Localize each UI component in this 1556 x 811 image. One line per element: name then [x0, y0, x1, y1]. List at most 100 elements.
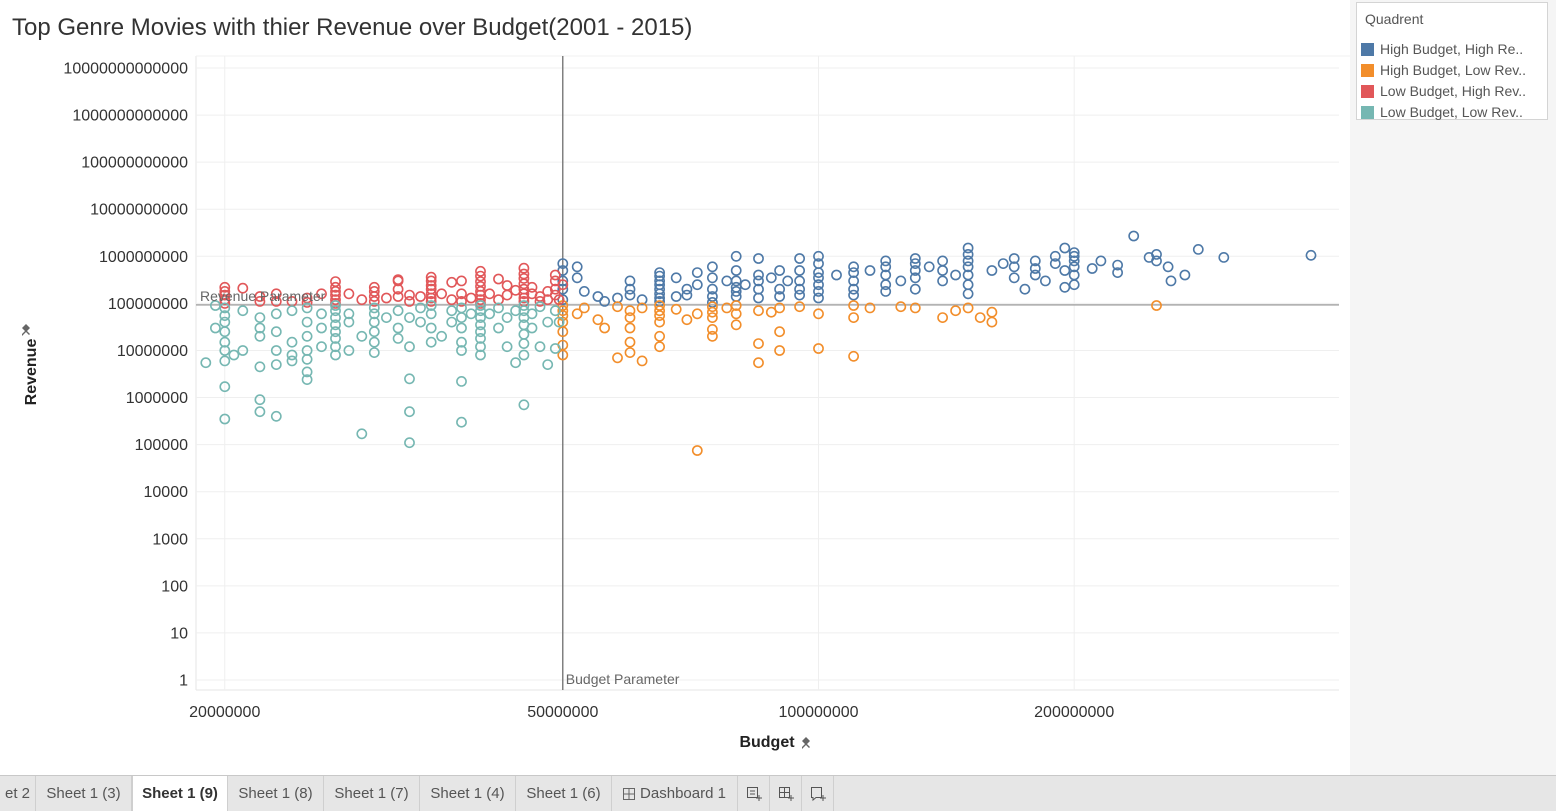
data-point-low-budget-low-revenue[interactable]: [518, 328, 530, 340]
data-point-low-budget-low-revenue[interactable]: [356, 428, 368, 440]
data-point-low-budget-low-revenue[interactable]: [286, 355, 298, 367]
data-point-high-budget-high-revenue[interactable]: [571, 261, 583, 273]
data-point-high-budget-high-revenue[interactable]: [1218, 251, 1230, 263]
data-point-high-budget-high-revenue[interactable]: [1008, 261, 1020, 273]
data-point-low-budget-low-revenue[interactable]: [301, 374, 313, 385]
data-point-low-budget-high-revenue[interactable]: [392, 275, 404, 287]
data-point-low-budget-high-revenue[interactable]: [518, 262, 530, 274]
data-point-high-budget-high-revenue[interactable]: [1095, 255, 1107, 267]
data-point-high-budget-high-revenue[interactable]: [721, 275, 733, 287]
data-point-low-budget-low-revenue[interactable]: [465, 308, 477, 320]
tab-sheet-1-4[interactable]: Sheet 1 (4): [420, 776, 516, 811]
data-point-low-budget-low-revenue[interactable]: [510, 357, 521, 369]
data-point-high-budget-high-revenue[interactable]: [923, 261, 935, 273]
data-point-high-budget-high-revenue[interactable]: [848, 289, 859, 301]
data-point-high-budget-high-revenue[interactable]: [691, 279, 703, 291]
data-point-low-budget-low-revenue[interactable]: [456, 345, 467, 356]
data-point-low-budget-low-revenue[interactable]: [518, 349, 530, 361]
data-point-high-budget-low-revenue[interactable]: [848, 350, 859, 362]
data-point-high-budget-high-revenue[interactable]: [624, 275, 636, 287]
data-point-low-budget-low-revenue[interactable]: [404, 406, 415, 418]
data-point-high-budget-low-revenue[interactable]: [730, 300, 742, 311]
data-point-low-budget-low-revenue[interactable]: [415, 316, 426, 328]
data-point-high-budget-high-revenue[interactable]: [1059, 265, 1071, 276]
data-point-low-budget-low-revenue[interactable]: [219, 381, 231, 393]
data-point-low-budget-low-revenue[interactable]: [219, 336, 231, 348]
data-point-high-budget-high-revenue[interactable]: [670, 272, 682, 284]
data-point-high-budget-high-revenue[interactable]: [813, 292, 824, 304]
data-point-high-budget-high-revenue[interactable]: [831, 269, 842, 281]
data-point-high-budget-high-revenue[interactable]: [909, 283, 921, 295]
data-point-high-budget-high-revenue[interactable]: [794, 275, 805, 287]
data-point-high-budget-high-revenue[interactable]: [895, 275, 907, 287]
data-point-high-budget-low-revenue[interactable]: [599, 322, 610, 334]
data-point-high-budget-high-revenue[interactable]: [1029, 255, 1041, 267]
data-point-low-budget-low-revenue[interactable]: [425, 300, 437, 311]
data-point-low-budget-low-revenue[interactable]: [286, 349, 298, 361]
data-point-low-budget-low-revenue[interactable]: [475, 326, 486, 338]
data-point-low-budget-high-revenue[interactable]: [254, 295, 266, 307]
data-point-low-budget-low-revenue[interactable]: [475, 332, 486, 344]
data-point-low-budget-high-revenue[interactable]: [219, 289, 231, 301]
data-point-high-budget-low-revenue[interactable]: [813, 308, 824, 320]
data-point-high-budget-low-revenue[interactable]: [654, 330, 665, 342]
data-point-high-budget-high-revenue[interactable]: [654, 267, 665, 278]
color-legend[interactable]: Quadrent High Budget, High Re.. High Bud…: [1356, 2, 1548, 120]
data-point-low-budget-low-revenue[interactable]: [254, 394, 266, 406]
data-point-low-budget-low-revenue[interactable]: [330, 300, 341, 311]
data-point-high-budget-high-revenue[interactable]: [794, 283, 805, 295]
data-point-high-budget-high-revenue[interactable]: [654, 288, 665, 300]
tab-sheet-1-8[interactable]: Sheet 1 (8): [228, 776, 324, 811]
data-point-high-budget-high-revenue[interactable]: [880, 285, 892, 297]
data-point-low-budget-low-revenue[interactable]: [237, 305, 249, 317]
data-point-low-budget-low-revenue[interactable]: [301, 302, 313, 314]
data-point-high-budget-high-revenue[interactable]: [654, 292, 665, 304]
data-point-high-budget-low-revenue[interactable]: [950, 305, 961, 317]
data-point-high-budget-high-revenue[interactable]: [774, 291, 785, 302]
data-point-high-budget-low-revenue[interactable]: [624, 312, 636, 323]
data-point-low-budget-low-revenue[interactable]: [330, 332, 341, 344]
data-point-low-budget-low-revenue[interactable]: [501, 341, 513, 353]
data-point-high-budget-low-revenue[interactable]: [624, 347, 636, 358]
data-point-low-budget-low-revenue[interactable]: [493, 322, 504, 334]
data-point-high-budget-high-revenue[interactable]: [848, 275, 859, 287]
data-point-low-budget-low-revenue[interactable]: [380, 312, 392, 323]
data-point-high-budget-high-revenue[interactable]: [753, 275, 764, 287]
data-point-low-budget-low-revenue[interactable]: [270, 410, 282, 422]
data-point-low-budget-low-revenue[interactable]: [219, 302, 231, 314]
data-point-low-budget-high-revenue[interactable]: [456, 275, 467, 287]
data-point-high-budget-high-revenue[interactable]: [753, 253, 764, 264]
data-point-high-budget-high-revenue[interactable]: [765, 272, 777, 284]
data-point-low-budget-high-revenue[interactable]: [436, 288, 447, 300]
data-point-high-budget-high-revenue[interactable]: [782, 275, 794, 287]
data-point-high-budget-high-revenue[interactable]: [794, 253, 805, 264]
data-point-low-budget-low-revenue[interactable]: [456, 322, 467, 334]
data-point-low-budget-low-revenue[interactable]: [270, 326, 282, 338]
data-point-high-budget-high-revenue[interactable]: [1068, 261, 1080, 273]
data-point-low-budget-low-revenue[interactable]: [228, 349, 240, 361]
data-point-high-budget-low-revenue[interactable]: [654, 305, 665, 317]
tab-sheet-1-3[interactable]: Sheet 1 (3): [36, 776, 132, 811]
data-point-high-budget-low-revenue[interactable]: [691, 445, 703, 456]
data-point-low-budget-low-revenue[interactable]: [436, 330, 447, 342]
data-point-low-budget-high-revenue[interactable]: [425, 292, 437, 304]
data-point-high-budget-high-revenue[interactable]: [774, 283, 785, 295]
data-point-high-budget-high-revenue[interactable]: [739, 279, 751, 291]
data-point-high-budget-high-revenue[interactable]: [848, 283, 859, 295]
data-point-low-budget-low-revenue[interactable]: [286, 336, 298, 348]
data-point-low-budget-low-revenue[interactable]: [286, 305, 298, 317]
data-point-high-budget-low-revenue[interactable]: [937, 312, 948, 323]
data-point-high-budget-low-revenue[interactable]: [753, 305, 764, 317]
data-point-low-budget-low-revenue[interactable]: [200, 357, 212, 369]
data-point-low-budget-low-revenue[interactable]: [475, 341, 486, 353]
data-point-low-budget-low-revenue[interactable]: [330, 349, 341, 361]
data-point-high-budget-low-revenue[interactable]: [578, 302, 590, 314]
data-point-high-budget-high-revenue[interactable]: [571, 272, 583, 284]
data-point-high-budget-low-revenue[interactable]: [974, 312, 986, 323]
data-point-low-budget-low-revenue[interactable]: [534, 301, 546, 313]
data-point-low-budget-low-revenue[interactable]: [330, 319, 341, 331]
data-point-low-budget-low-revenue[interactable]: [356, 330, 368, 342]
data-point-low-budget-low-revenue[interactable]: [404, 341, 415, 353]
data-point-high-budget-high-revenue[interactable]: [909, 258, 921, 269]
data-point-low-budget-low-revenue[interactable]: [392, 322, 404, 334]
